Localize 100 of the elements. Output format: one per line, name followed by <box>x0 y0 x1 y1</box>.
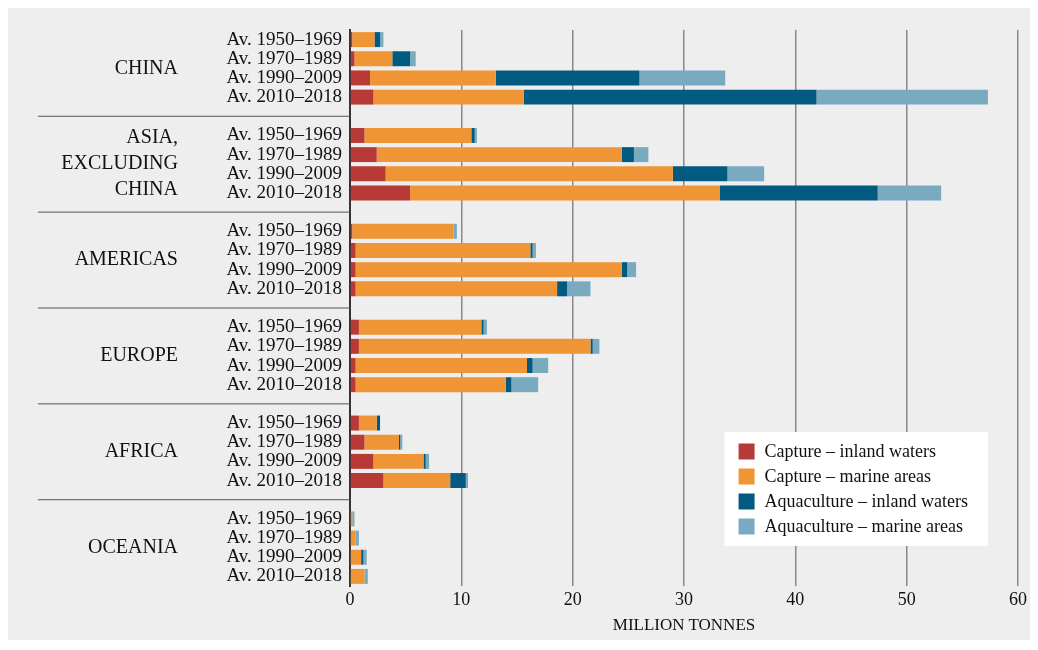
bar <box>816 89 988 105</box>
x-tick-label: 60 <box>1009 588 1027 609</box>
bar <box>364 434 399 450</box>
bar <box>505 377 512 393</box>
bar <box>523 89 817 105</box>
bar <box>376 147 622 163</box>
y-tick-label: Av. 2010–2018 <box>226 468 342 490</box>
bar <box>355 377 506 393</box>
bar <box>355 281 558 297</box>
bar <box>633 147 649 163</box>
y-tick-label: Av. 1990–2009 <box>226 353 342 375</box>
bar <box>350 473 384 489</box>
bar <box>385 166 673 182</box>
bar <box>373 89 524 105</box>
text: OCEANIA <box>88 534 179 557</box>
bar <box>364 127 472 143</box>
y-tick-label: Av. 1950–1969 <box>226 27 342 49</box>
bar <box>350 377 356 393</box>
y-tick-label: Av. 2010–2018 <box>226 85 342 107</box>
bar <box>350 453 374 469</box>
x-tick-label: 30 <box>675 588 693 609</box>
y-tick-label: Av. 1990–2009 <box>226 545 342 567</box>
bar <box>354 51 393 67</box>
bar <box>465 473 469 489</box>
bar <box>727 166 765 182</box>
y-tick-label: Av. 1990–2009 <box>226 161 342 183</box>
bar <box>627 262 637 278</box>
y-tick-label: Av. 1970–1989 <box>226 142 342 164</box>
y-tick-label: Av. 2010–2018 <box>226 564 342 586</box>
y-tick-label: Av. 2010–2018 <box>226 180 342 202</box>
bar <box>350 338 359 354</box>
bar <box>352 223 454 239</box>
bar <box>410 51 416 67</box>
text: AMERICAS <box>74 247 178 270</box>
bar <box>590 338 593 354</box>
bar <box>350 147 377 163</box>
bar <box>350 70 371 86</box>
bar <box>350 358 356 373</box>
bar <box>358 415 377 431</box>
y-tick-label: Av. 2010–2018 <box>226 372 342 394</box>
bar <box>621 262 628 278</box>
y-tick-label: Av. 1990–2009 <box>226 449 342 471</box>
bar <box>350 434 365 450</box>
bar <box>355 243 531 258</box>
y-tick-label: Av. 1950–1969 <box>226 123 342 145</box>
bar <box>350 127 365 143</box>
bar <box>350 568 365 584</box>
bar <box>355 530 359 546</box>
legend-label: Aquaculture – inland waters <box>764 491 969 512</box>
legend-label: Aquaculture – marine areas <box>764 516 963 537</box>
bar <box>495 70 640 86</box>
y-tick-label: Av. 1950–1969 <box>226 219 342 241</box>
bar <box>355 358 528 373</box>
bar <box>350 243 356 258</box>
bar <box>350 415 359 431</box>
y-tick-label: Av. 1950–1969 <box>226 315 342 337</box>
bar <box>639 70 726 86</box>
y-tick-label: Av. 1990–2009 <box>226 257 342 279</box>
bar <box>376 415 381 431</box>
bar <box>877 185 942 201</box>
bar <box>350 319 359 335</box>
bar <box>352 32 375 48</box>
x-tick-label: 20 <box>563 588 582 609</box>
y-tick-label: Av. 1950–1969 <box>226 506 342 528</box>
bar <box>370 70 496 86</box>
bar <box>527 358 533 373</box>
x-tick-label: 0 <box>345 588 355 609</box>
bar <box>450 473 466 489</box>
bar <box>373 453 424 469</box>
y-tick-label: Av. 1970–1989 <box>226 430 342 452</box>
bar <box>719 185 878 201</box>
bar <box>364 568 368 584</box>
bar <box>672 166 728 182</box>
bar <box>350 166 386 182</box>
bar <box>374 32 381 48</box>
bar <box>532 358 549 373</box>
text: ASIA, EXCLUDING CHINA <box>61 125 179 200</box>
bar <box>350 530 356 546</box>
bar <box>621 147 634 163</box>
bar <box>383 473 451 489</box>
y-tick-label: Av. 1990–2009 <box>226 65 342 87</box>
bar <box>358 319 482 335</box>
bar <box>358 338 591 354</box>
bar <box>423 453 426 469</box>
bar <box>350 89 374 105</box>
bar <box>392 51 411 67</box>
bar <box>453 223 457 239</box>
bar <box>350 262 356 278</box>
y-tick-label: Av. 1950–1969 <box>226 411 342 433</box>
text: AFRICA <box>104 439 179 462</box>
bar <box>350 281 356 297</box>
x-tick-label: 10 <box>452 588 471 609</box>
bar <box>355 262 622 278</box>
text: EUROPE <box>100 343 178 366</box>
x-tick-label: 50 <box>897 588 916 609</box>
x-tick-label: 40 <box>786 588 805 609</box>
bar <box>425 453 430 469</box>
bar <box>410 185 720 201</box>
y-tick-label: Av. 1970–1989 <box>226 46 342 68</box>
bar <box>350 549 362 565</box>
